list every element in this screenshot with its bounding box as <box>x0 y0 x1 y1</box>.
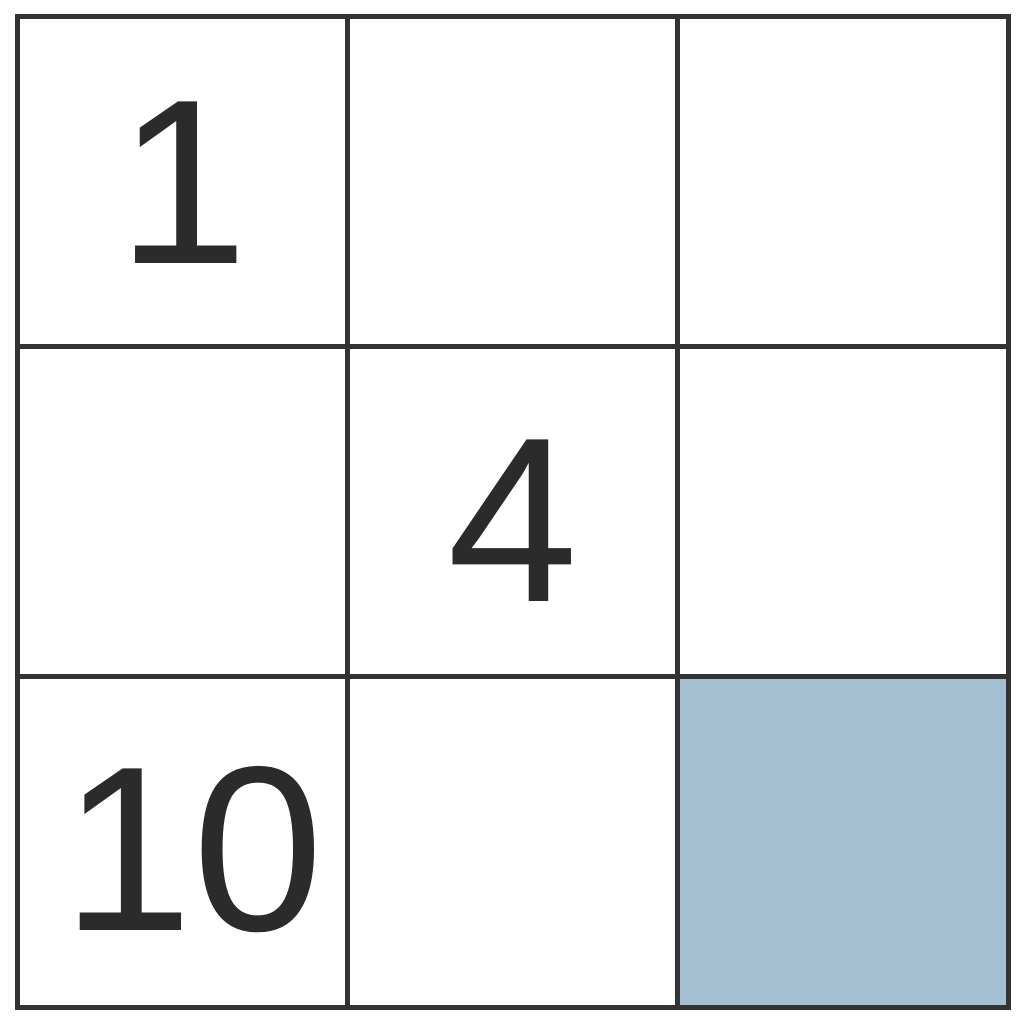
grid-cell-r1c2 <box>350 19 680 349</box>
cell-value: 10 <box>61 716 324 980</box>
grid-cell-r3c3-shaded <box>680 679 1006 1005</box>
grid-cell-r3c2 <box>350 679 680 1005</box>
cell-value: 1 <box>117 50 248 313</box>
grid-cell-r2c2: 4 <box>350 349 680 679</box>
number-grid: 1 4 10 <box>15 14 1011 1010</box>
grid-cell-r2c1 <box>20 349 350 679</box>
grid-cell-r3c1: 10 <box>20 679 350 1005</box>
grid-cell-r1c1: 1 <box>20 19 350 349</box>
cell-value: 4 <box>447 388 578 651</box>
grid-cell-r1c3 <box>680 19 1006 349</box>
grid-cell-r2c3 <box>680 349 1006 679</box>
